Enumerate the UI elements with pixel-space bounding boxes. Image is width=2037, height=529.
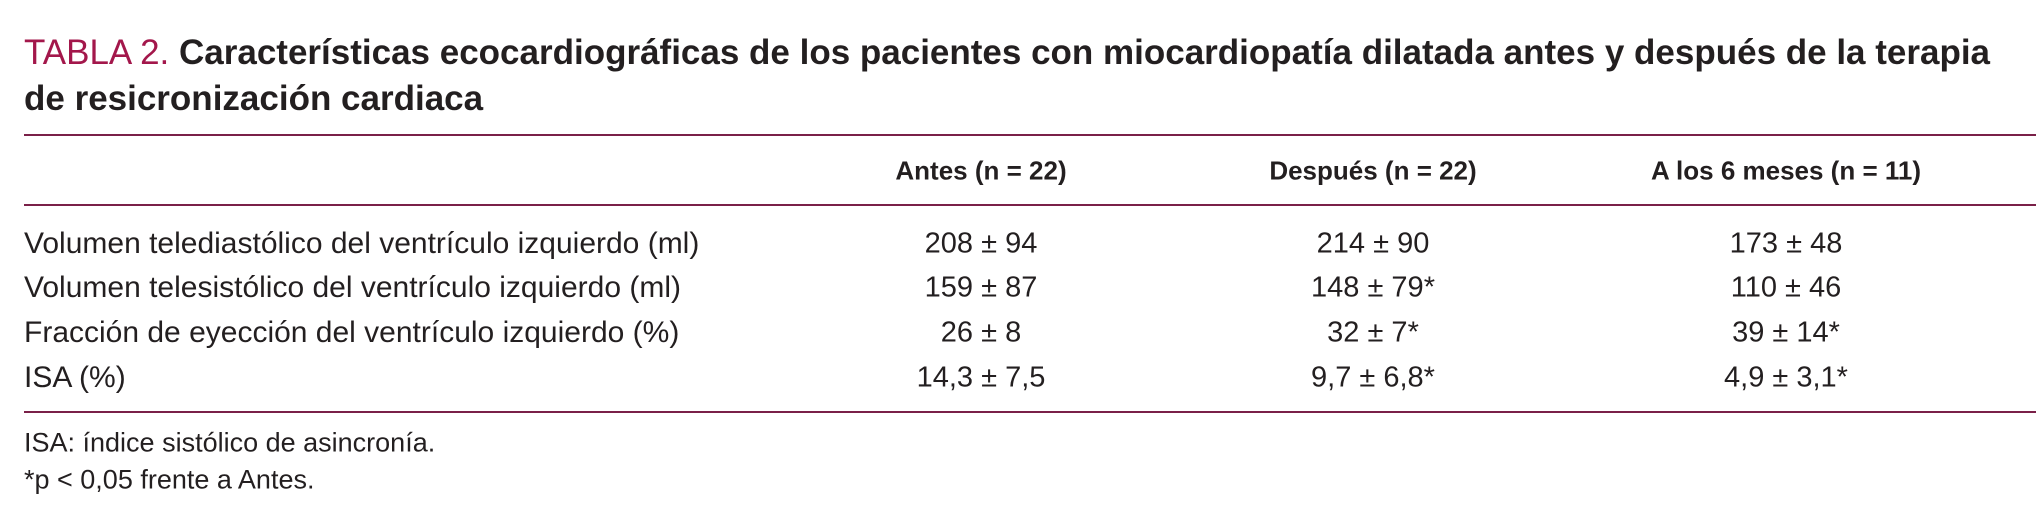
cell-value: 110 ± 46: [1730, 271, 1842, 304]
cell-value: 4,9 ± 3,1*: [1724, 361, 1848, 394]
cell-value: 32 ± 7*: [1327, 316, 1419, 349]
cell-value: 208 ± 94: [924, 227, 1038, 260]
column-header: Después (n = 22): [1269, 155, 1477, 186]
cell-value: 26 ± 8: [940, 316, 1022, 349]
row-label: ISA (%): [24, 361, 126, 394]
rule: [24, 134, 2036, 136]
table-label: TABLA 2.: [24, 33, 170, 72]
cell-value: 159 ± 87: [924, 271, 1038, 304]
cell-value: 173 ± 48: [1729, 227, 1843, 260]
table-title: TABLA 2. Características ecocardiográfic…: [24, 30, 2024, 122]
row-label: Fracción de eyección del ventrículo izqu…: [24, 316, 680, 349]
cell-value: 39 ± 14*: [1732, 316, 1840, 349]
rule: [24, 411, 2036, 413]
cell-value: 214 ± 90: [1316, 227, 1430, 260]
column-header: Antes (n = 22): [895, 155, 1067, 186]
cell-value: 14,3 ± 7,5: [916, 361, 1046, 394]
row-label: Volumen telesistólico del ventrículo izq…: [24, 271, 681, 304]
cell-value: 148 ± 79*: [1311, 271, 1435, 304]
column-header: A los 6 meses (n = 11): [1650, 155, 1922, 186]
footnote: ISA: índice sistólico de asincronía.: [24, 427, 436, 458]
cell-value: 9,7 ± 6,8*: [1311, 361, 1435, 394]
row-label: Volumen telediastólico del ventrículo iz…: [24, 227, 700, 260]
rule: [24, 204, 2036, 206]
footnote: *p < 0,05 frente a Antes.: [24, 464, 315, 495]
title-text: Características ecocardiográficas de los…: [24, 33, 1991, 118]
